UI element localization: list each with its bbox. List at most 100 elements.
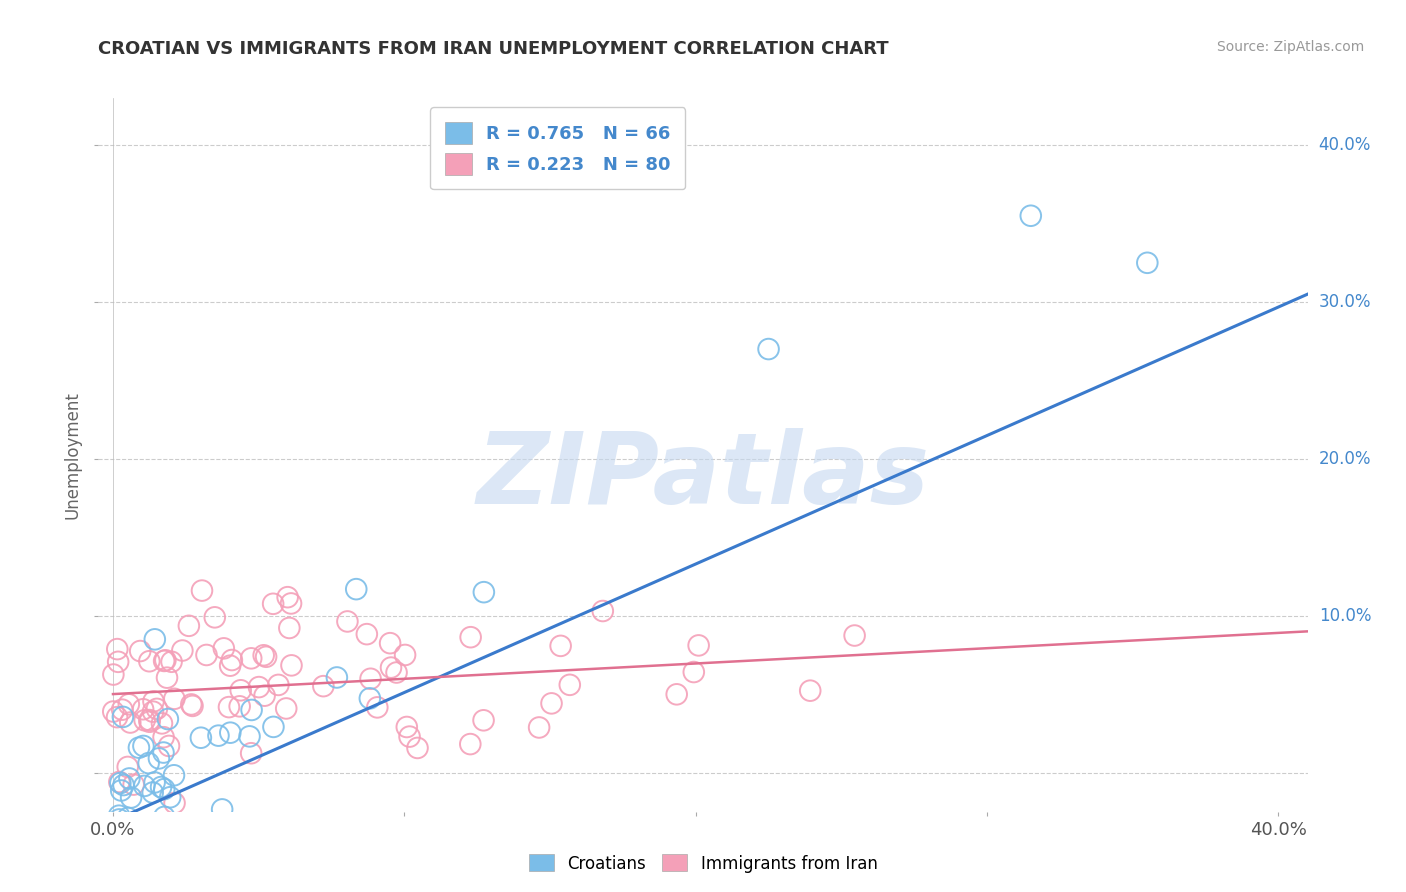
Point <box>312 679 335 693</box>
Point <box>344 582 367 596</box>
Point <box>128 740 150 755</box>
Point <box>138 756 160 771</box>
Point <box>155 653 177 667</box>
Point <box>117 760 139 774</box>
Point <box>118 772 141 786</box>
Point <box>118 698 141 712</box>
Point <box>165 831 187 846</box>
Point <box>380 660 402 674</box>
Text: 20.0%: 20.0% <box>1319 450 1371 467</box>
Point <box>195 648 218 662</box>
Point <box>167 842 190 856</box>
Point <box>550 639 572 653</box>
Point <box>366 700 388 714</box>
Point <box>132 702 155 716</box>
Point <box>104 859 127 873</box>
Point <box>139 847 162 862</box>
Point <box>112 778 135 792</box>
Point <box>120 715 142 730</box>
Point <box>238 730 260 744</box>
Text: 40.0%: 40.0% <box>1319 136 1371 154</box>
Point <box>277 590 299 604</box>
Point <box>124 825 146 839</box>
Point <box>253 689 276 703</box>
Point <box>153 654 176 668</box>
Point <box>173 822 195 837</box>
Point <box>218 700 240 714</box>
Point <box>254 649 277 664</box>
Point <box>276 701 298 715</box>
Point <box>394 648 416 662</box>
Point <box>143 632 166 647</box>
Point <box>207 729 229 743</box>
Point <box>172 830 194 844</box>
Point <box>204 610 226 624</box>
Point <box>163 691 186 706</box>
Point <box>142 694 165 708</box>
Point <box>262 597 284 611</box>
Point <box>152 730 174 744</box>
Point <box>190 731 212 745</box>
Point <box>122 818 145 832</box>
Point <box>558 678 581 692</box>
Point <box>138 714 160 729</box>
Point <box>360 672 382 686</box>
Point <box>177 619 200 633</box>
Point <box>150 716 173 731</box>
Point <box>156 712 179 726</box>
Point <box>104 851 127 865</box>
Point <box>152 746 174 760</box>
Point <box>117 811 139 825</box>
Point <box>336 615 359 629</box>
Point <box>280 658 302 673</box>
Point <box>103 667 125 681</box>
Point <box>665 687 688 701</box>
Point <box>138 654 160 668</box>
Point <box>118 870 141 884</box>
Legend: Croatians, Immigrants from Iran: Croatians, Immigrants from Iran <box>522 847 884 880</box>
Point <box>682 665 704 679</box>
Point <box>180 698 202 712</box>
Point <box>153 782 176 797</box>
Point <box>153 810 176 824</box>
Point <box>132 739 155 753</box>
Point <box>240 746 263 760</box>
Point <box>181 698 204 713</box>
Point <box>228 699 250 714</box>
Point <box>280 597 302 611</box>
Point <box>163 768 186 782</box>
Text: CROATIAN VS IMMIGRANTS FROM IRAN UNEMPLOYMENT CORRELATION CHART: CROATIAN VS IMMIGRANTS FROM IRAN UNEMPLO… <box>98 40 889 58</box>
Point <box>143 775 166 789</box>
Point <box>1019 209 1042 223</box>
Point <box>262 720 284 734</box>
Point <box>688 639 710 653</box>
Point <box>108 808 131 822</box>
Point <box>143 824 166 838</box>
Point <box>111 710 134 724</box>
Point <box>527 721 550 735</box>
Point <box>799 683 821 698</box>
Point <box>592 604 614 618</box>
Point <box>356 627 378 641</box>
Point <box>156 671 179 685</box>
Point <box>460 630 482 644</box>
Point <box>121 861 143 875</box>
Point <box>105 642 128 657</box>
Point <box>278 621 301 635</box>
Point <box>155 878 177 892</box>
Point <box>844 628 866 642</box>
Point <box>359 691 381 706</box>
Point <box>472 714 495 728</box>
Point <box>111 703 134 717</box>
Point <box>326 670 349 684</box>
Y-axis label: Unemployment: Unemployment <box>63 391 82 519</box>
Point <box>472 585 495 599</box>
Point <box>540 697 562 711</box>
Point <box>240 651 263 665</box>
Point <box>152 848 174 863</box>
Point <box>212 641 235 656</box>
Point <box>169 853 191 867</box>
Point <box>157 739 180 753</box>
Point <box>135 879 157 892</box>
Point <box>110 783 132 797</box>
